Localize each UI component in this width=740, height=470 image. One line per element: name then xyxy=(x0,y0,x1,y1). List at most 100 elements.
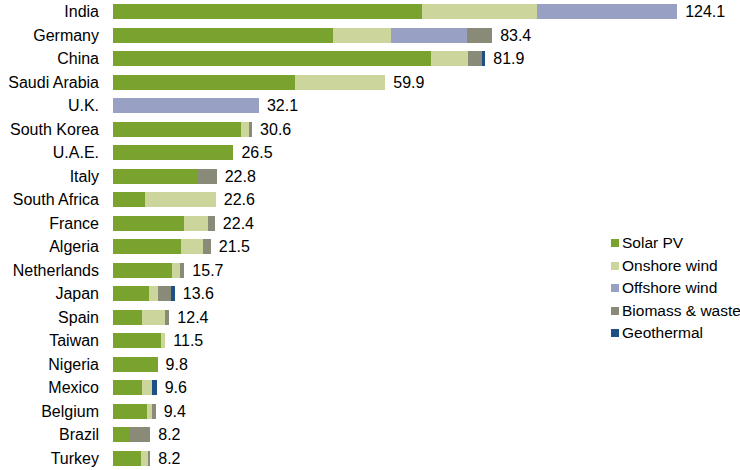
segment-biomass-waste-turkey xyxy=(148,451,151,466)
bar-china xyxy=(113,51,485,66)
segment-solar-pv-spain xyxy=(113,310,142,325)
segment-onshore-wind-taiwan xyxy=(161,333,166,348)
value-label-italy: 22.8 xyxy=(225,169,256,185)
segment-onshore-wind-japan xyxy=(149,286,157,301)
legend-marker-solar-pv-icon xyxy=(611,239,619,247)
bar-south-africa xyxy=(113,192,216,207)
segment-solar-pv-germany xyxy=(113,28,333,43)
category-label-china: China xyxy=(0,51,99,67)
value-label-algeria: 21.5 xyxy=(219,239,250,255)
segment-onshore-wind-turkey xyxy=(141,451,148,466)
value-label-spain: 12.4 xyxy=(177,310,208,326)
category-label-mexico: Mexico xyxy=(0,380,99,396)
legend-label-onshore-wind: Onshore wind xyxy=(622,257,718,275)
segment-geothermal-mexico xyxy=(152,380,157,395)
value-label-south-africa: 22.6 xyxy=(224,192,255,208)
legend-label-offshore-wind: Offshore wind xyxy=(622,279,717,297)
category-label-algeria: Algeria xyxy=(0,239,99,255)
value-label-taiwan: 11.5 xyxy=(173,333,203,349)
bar-saudi-arabia xyxy=(113,75,385,90)
legend-item-geothermal: Geothermal xyxy=(611,322,740,345)
segment-biomass-waste-france xyxy=(208,216,215,231)
segment-solar-pv-belgium xyxy=(113,404,147,419)
category-label-italy: Italy xyxy=(0,169,99,185)
value-label-germany: 83.4 xyxy=(500,28,531,44)
category-label-u-a-e: U.A.E. xyxy=(0,145,99,161)
value-label-mexico: 9.6 xyxy=(165,380,187,396)
segment-onshore-wind-china xyxy=(431,51,467,66)
category-label-turkey: Turkey xyxy=(0,451,99,467)
segment-onshore-wind-south-africa xyxy=(145,192,215,207)
bar-india xyxy=(113,4,677,19)
segment-solar-pv-taiwan xyxy=(113,333,161,348)
value-label-china: 81.9 xyxy=(493,51,524,67)
segment-onshore-wind-france xyxy=(184,216,208,231)
legend-item-biomass-waste: Biomass & waste xyxy=(611,299,740,322)
category-label-france: France xyxy=(0,216,99,232)
value-label-netherlands: 15.7 xyxy=(192,263,223,279)
segment-biomass-waste-germany xyxy=(467,28,492,43)
segment-solar-pv-south-korea xyxy=(113,122,241,137)
segment-solar-pv-india xyxy=(113,4,422,19)
segment-biomass-waste-south-korea xyxy=(249,122,252,137)
bar-taiwan xyxy=(113,333,165,348)
legend-label-biomass-waste: Biomass & waste xyxy=(622,302,740,320)
segment-solar-pv-saudi-arabia xyxy=(113,75,295,90)
segment-solar-pv-nigeria xyxy=(113,357,158,372)
bar-south-korea xyxy=(113,122,252,137)
segment-offshore-wind-germany xyxy=(391,28,467,43)
stacked-bar-chart: India124.1Germany83.4China81.9Saudi Arab… xyxy=(0,0,740,470)
bar-japan xyxy=(113,286,175,301)
segment-biomass-waste-china xyxy=(468,51,483,66)
segment-biomass-waste-spain xyxy=(165,310,169,325)
legend-marker-biomass-waste-icon xyxy=(611,307,619,315)
legend-item-offshore-wind: Offshore wind xyxy=(611,277,740,300)
bar-spain xyxy=(113,310,169,325)
segment-onshore-wind-spain xyxy=(142,310,166,325)
legend-item-solar-pv: Solar PV xyxy=(611,232,740,255)
bar-germany xyxy=(113,28,492,43)
segment-biomass-waste-algeria xyxy=(203,239,211,254)
category-label-belgium: Belgium xyxy=(0,404,99,420)
value-label-belgium: 9.4 xyxy=(164,404,186,420)
category-label-brazil: Brazil xyxy=(0,427,99,443)
category-label-taiwan: Taiwan xyxy=(0,333,99,349)
segment-solar-pv-italy xyxy=(113,169,198,184)
value-label-brazil: 8.2 xyxy=(158,427,180,443)
segment-geothermal-china xyxy=(482,51,485,66)
segment-solar-pv-algeria xyxy=(113,239,181,254)
bar-u-a-e xyxy=(113,145,233,160)
segment-onshore-wind-india xyxy=(422,4,537,19)
category-label-saudi-arabia: Saudi Arabia xyxy=(0,75,99,91)
category-label-south-korea: South Korea xyxy=(0,122,99,138)
segment-offshore-wind-u-k xyxy=(113,98,259,113)
legend-marker-onshore-wind-icon xyxy=(611,262,619,270)
value-label-france: 22.4 xyxy=(223,216,254,232)
legend-marker-offshore-wind-icon xyxy=(611,284,619,292)
value-label-india: 124.1 xyxy=(685,4,725,20)
segment-solar-pv-netherlands xyxy=(113,263,172,278)
segment-biomass-waste-brazil xyxy=(129,427,150,442)
legend-label-geothermal: Geothermal xyxy=(622,324,703,342)
category-label-japan: Japan xyxy=(0,286,99,302)
bar-brazil xyxy=(113,427,150,442)
bar-netherlands xyxy=(113,263,184,278)
category-label-nigeria: Nigeria xyxy=(0,357,99,373)
segment-solar-pv-china xyxy=(113,51,431,66)
segment-geothermal-japan xyxy=(171,286,175,301)
value-label-japan: 13.6 xyxy=(183,286,214,302)
bar-belgium xyxy=(113,404,156,419)
segment-onshore-wind-algeria xyxy=(181,239,203,254)
segment-solar-pv-mexico xyxy=(113,380,142,395)
segment-solar-pv-u-a-e xyxy=(113,145,233,160)
value-label-turkey: 8.2 xyxy=(158,451,180,467)
segment-biomass-waste-netherlands xyxy=(180,263,184,278)
segment-solar-pv-turkey xyxy=(113,451,141,466)
category-label-germany: Germany xyxy=(0,28,99,44)
legend-marker-geothermal-icon xyxy=(611,329,619,337)
category-label-u-k: U.K. xyxy=(0,98,99,114)
bar-nigeria xyxy=(113,357,158,372)
segment-onshore-wind-mexico xyxy=(142,380,152,395)
segment-onshore-wind-south-korea xyxy=(241,122,249,137)
bar-mexico xyxy=(113,380,157,395)
